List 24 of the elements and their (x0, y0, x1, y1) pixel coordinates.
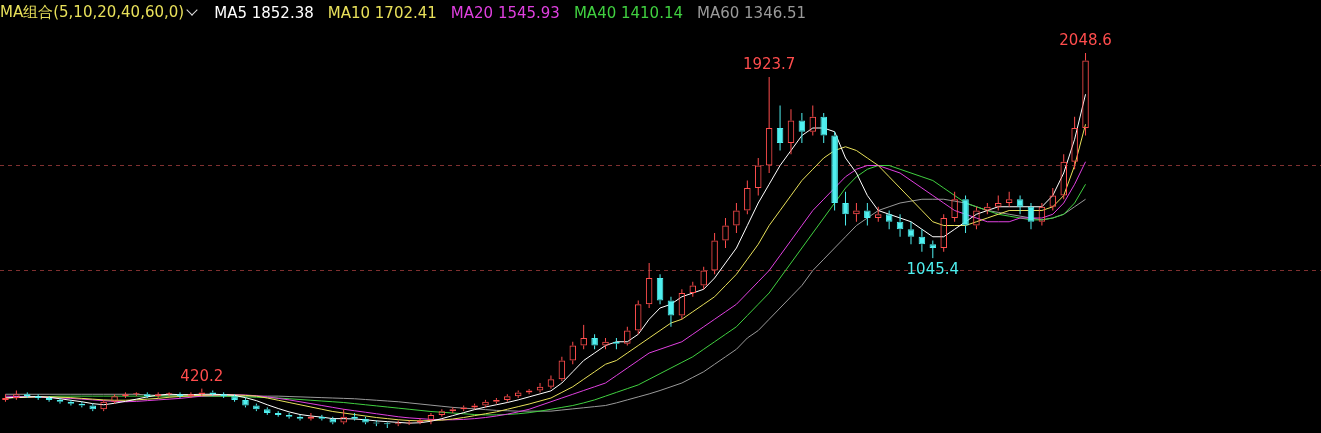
candlestick (45, 395, 53, 403)
candlestick (885, 210, 893, 230)
candlestick (907, 221, 915, 245)
candlestick (264, 406, 271, 416)
candlestick (1016, 195, 1024, 215)
text: MA40 1410.14 (573, 3, 684, 22)
text: MA10 1702.41 (327, 3, 437, 22)
legend-title: MA组合(5,10,20,40,60,0) (0, 3, 185, 22)
candlestick (231, 393, 238, 403)
text: MA5 1852.38 (214, 3, 314, 22)
annotation: 1045.4 (906, 259, 960, 278)
candlestick (820, 112, 827, 144)
candlestick (842, 191, 849, 226)
candlestick (962, 195, 969, 234)
candlestick (831, 131, 838, 211)
text: MA60 1346.51 (697, 3, 807, 22)
text: MA20 1545.93 (450, 3, 560, 22)
candlestick (929, 240, 937, 259)
candlestick (864, 202, 871, 226)
annotation: 2048.6 (1059, 31, 1112, 50)
annotation: 420.2 (180, 367, 224, 386)
annotation: 1923.7 (742, 55, 796, 74)
candlestick (274, 410, 282, 418)
candlestick (656, 273, 664, 305)
